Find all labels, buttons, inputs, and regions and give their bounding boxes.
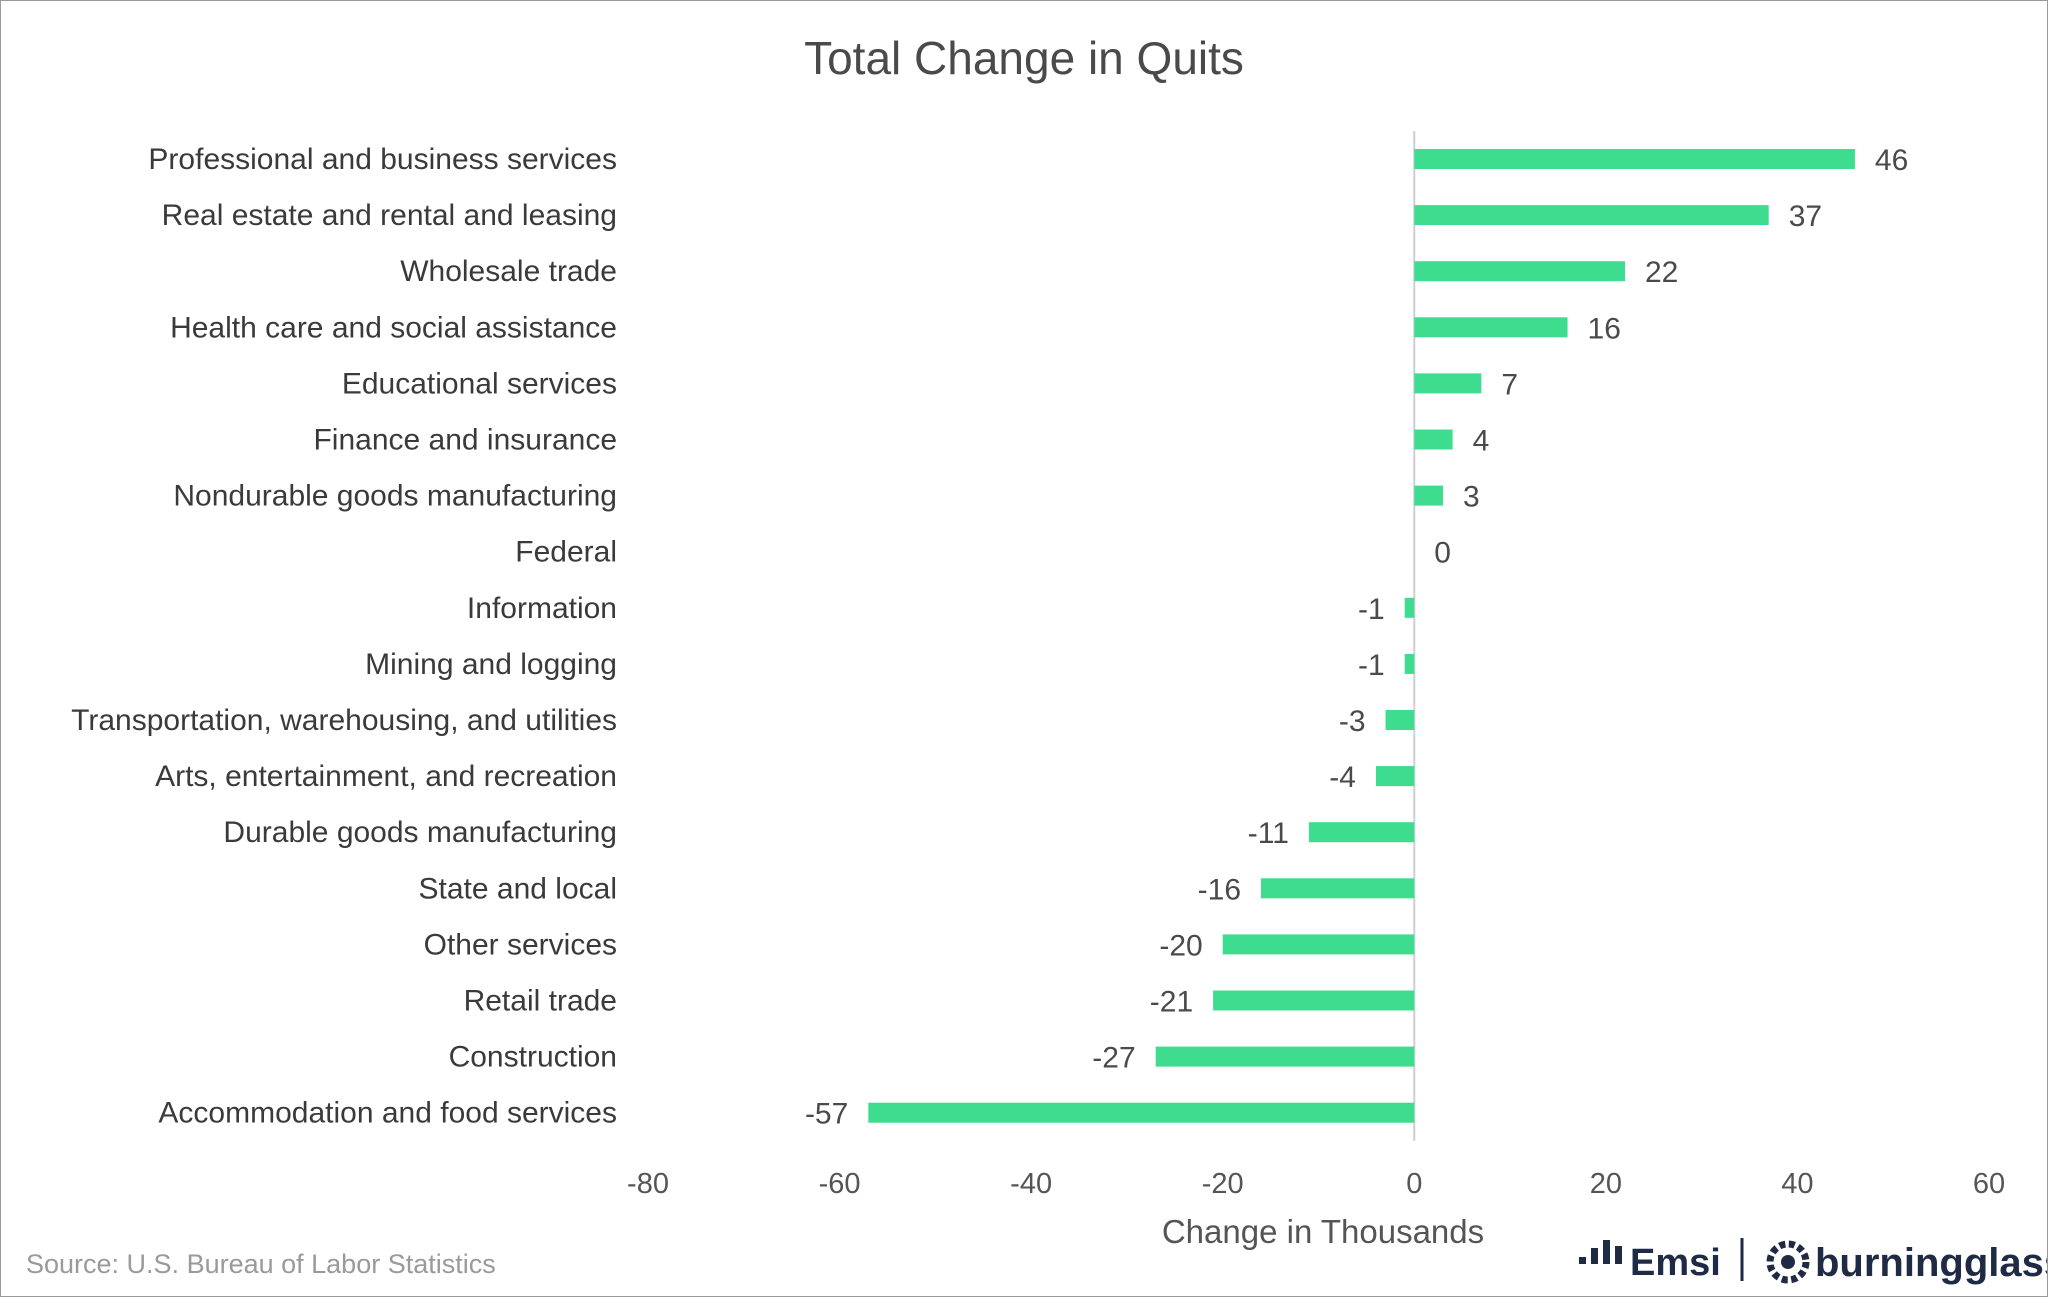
- x-tick-label: -60: [819, 1168, 861, 1200]
- category-label: Educational services: [342, 367, 617, 400]
- x-axis-label: Change in Thousands: [1162, 1213, 1484, 1250]
- bar: [1414, 373, 1482, 394]
- data-label: -16: [1198, 873, 1241, 906]
- data-label: 22: [1645, 256, 1678, 289]
- data-label: -1: [1358, 649, 1385, 682]
- category-label: Information: [467, 592, 617, 625]
- bar: [1414, 429, 1453, 450]
- bar: [1414, 149, 1855, 169]
- data-label: -27: [1092, 1042, 1135, 1075]
- bar: [1213, 990, 1415, 1011]
- bar: [1414, 485, 1444, 506]
- category-label: Other services: [424, 928, 617, 961]
- plot-area: Professional and business services 46 Real…: [71, 131, 2005, 1200]
- bar: [1261, 878, 1415, 899]
- data-label: 7: [1501, 368, 1518, 401]
- x-tick-label: 20: [1590, 1168, 1622, 1200]
- category-label: Federal: [515, 536, 617, 569]
- x-tick-label: -20: [1202, 1168, 1244, 1200]
- category-label: Construction: [449, 1041, 617, 1074]
- category-label: Mining and logging: [365, 648, 617, 681]
- data-label: -4: [1329, 761, 1356, 794]
- x-tick-label: -40: [1010, 1168, 1052, 1200]
- data-label: 16: [1588, 312, 1621, 345]
- data-label: -1: [1358, 593, 1385, 626]
- category-label: Accommodation and food services: [158, 1097, 617, 1130]
- category-label: Wholesale trade: [400, 255, 617, 288]
- bar: [1155, 1046, 1415, 1067]
- bar: [1385, 710, 1415, 730]
- bar: [1404, 597, 1415, 618]
- burningglass-logo: burningglass: [1766, 1240, 2047, 1285]
- bar: [1404, 653, 1415, 674]
- category-label: Nondurable goods manufacturing: [173, 480, 617, 513]
- category-label: Real estate and rental and leasing: [162, 199, 617, 232]
- bar: [1308, 822, 1415, 843]
- data-label: -57: [805, 1098, 848, 1131]
- bar: [1375, 766, 1415, 787]
- x-tick-label: 40: [1781, 1168, 1813, 1200]
- category-label: Retail trade: [464, 985, 617, 1018]
- data-label: 37: [1789, 200, 1822, 233]
- data-label: 4: [1473, 425, 1490, 458]
- bar: [1414, 261, 1626, 282]
- bar: [1414, 205, 1769, 226]
- bar: [1414, 317, 1568, 338]
- chart-title: Total Change in Quits: [804, 32, 1244, 84]
- data-label: 0: [1434, 537, 1451, 570]
- category-label: Arts, entertainment, and recreation: [155, 760, 617, 793]
- data-label: -21: [1150, 986, 1193, 1019]
- bar: [868, 1102, 1415, 1123]
- x-tick-label: 0: [1406, 1168, 1422, 1200]
- emsi-logo: Emsi: [1579, 1240, 1721, 1284]
- category-label: Transportation, warehousing, and utiliti…: [71, 704, 617, 737]
- emsi-wordmark: Emsi: [1630, 1242, 1721, 1284]
- x-tick-label: -80: [627, 1168, 669, 1200]
- category-label: Durable goods manufacturing: [223, 816, 617, 849]
- source-note: Source: U.S. Bureau of Labor Statistics: [26, 1249, 496, 1279]
- category-label: Health care and social assistance: [170, 311, 617, 344]
- data-label: -11: [1248, 817, 1289, 850]
- data-label: 46: [1875, 144, 1908, 177]
- burningglass-wordmark: burningglass: [1815, 1241, 2047, 1285]
- category-label: State and local: [419, 872, 617, 905]
- burningglass-gear-icon: [1766, 1240, 1810, 1284]
- x-tick-label: 60: [1973, 1168, 2005, 1200]
- data-label: 3: [1463, 481, 1480, 514]
- data-label: -20: [1159, 929, 1202, 962]
- emsi-bars-icon: [1579, 1240, 1622, 1264]
- data-label: -3: [1339, 705, 1366, 738]
- category-label: Professional and business services: [148, 143, 617, 176]
- category-label: Finance and insurance: [313, 424, 617, 457]
- bar: [1222, 934, 1415, 955]
